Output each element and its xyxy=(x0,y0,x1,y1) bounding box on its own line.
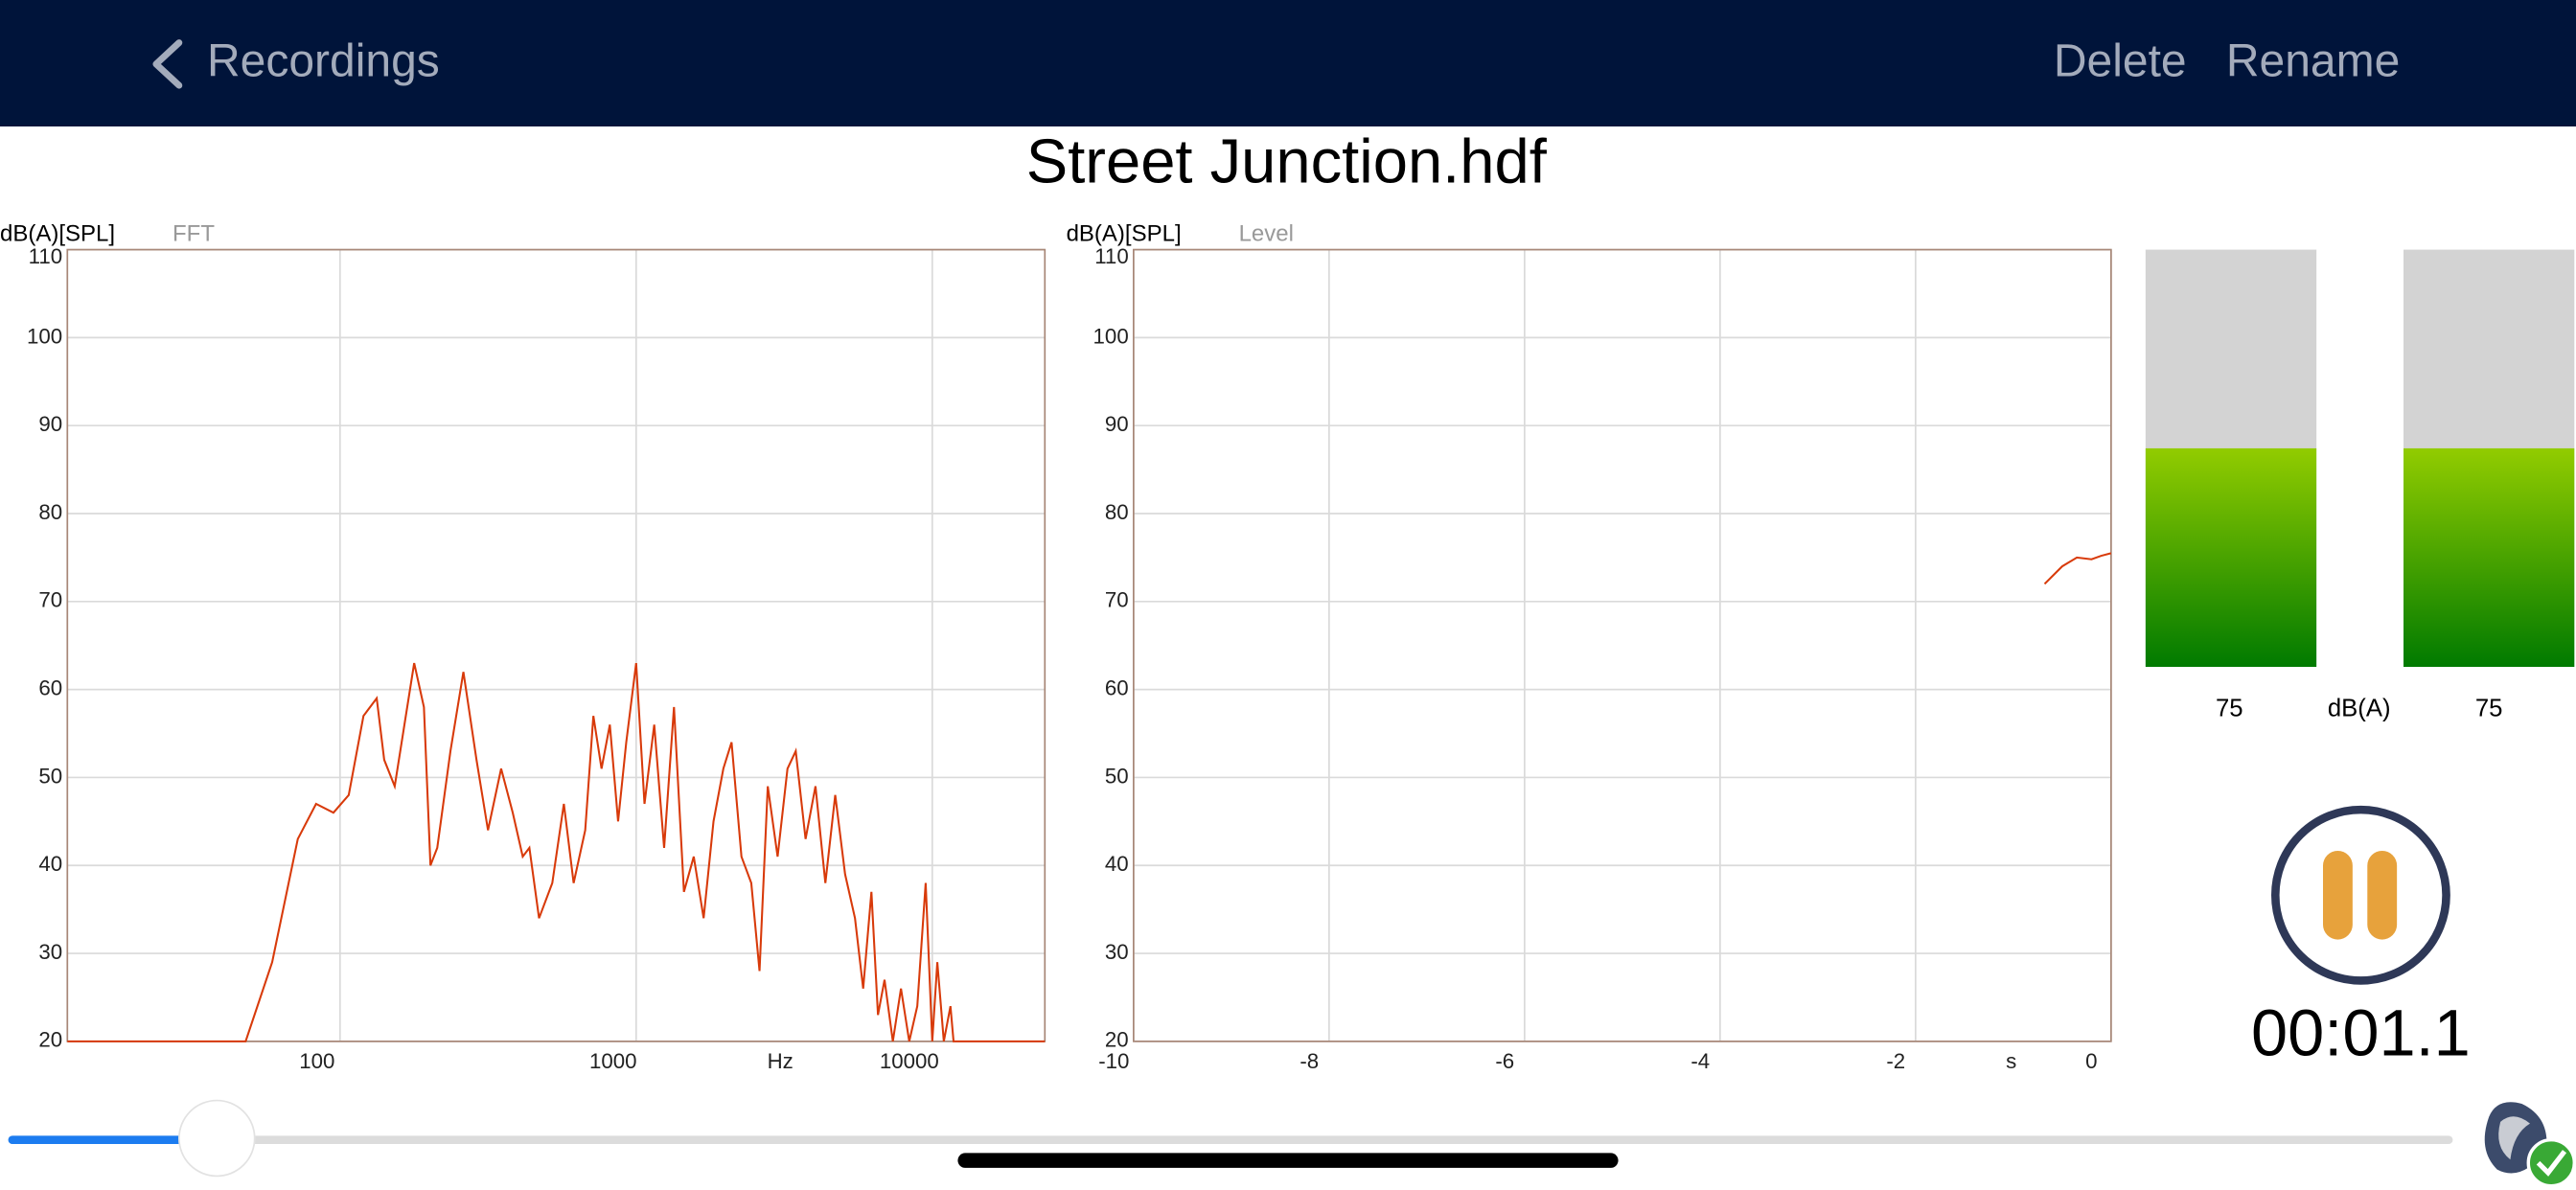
y-tick-label: 40 xyxy=(1105,852,1129,876)
x-tick-label: -4 xyxy=(1690,1049,1710,1073)
pause-ring xyxy=(2270,805,2450,985)
y-tick-label: 80 xyxy=(38,500,62,524)
y-tick-label: 100 xyxy=(1093,324,1129,348)
y-tick-label: 100 xyxy=(27,324,62,348)
back-button[interactable]: Recordings xyxy=(207,36,440,87)
x-tick-label: -10 xyxy=(1098,1049,1129,1073)
x-tick-label: 0 xyxy=(2085,1049,2097,1073)
meter-bar xyxy=(2145,447,2317,667)
y-tick-label: 20 xyxy=(1105,1028,1129,1052)
x-unit: s xyxy=(2006,1049,2016,1073)
file-title: Street Junction.hdf xyxy=(1026,126,1548,195)
pause-bar xyxy=(2367,851,2398,940)
plot-border xyxy=(66,248,1046,1042)
y-tick-label: 30 xyxy=(38,940,62,964)
meter-unit: dB(A) xyxy=(2328,695,2391,721)
back-chevron[interactable] xyxy=(152,39,183,89)
y-axis-label: dB(A)[SPL] xyxy=(0,220,115,246)
y-tick-label: 40 xyxy=(38,852,62,876)
y-tick-label: 30 xyxy=(1105,940,1129,964)
plot-border xyxy=(1132,248,2112,1042)
x-tick-label: -6 xyxy=(1495,1049,1514,1073)
chart-mode: Level xyxy=(1239,220,1294,246)
x-tick-label: 1000 xyxy=(589,1049,637,1073)
app-logo xyxy=(2484,1102,2576,1188)
slider-progress xyxy=(8,1135,218,1144)
slider-knob[interactable] xyxy=(178,1099,256,1178)
y-tick-label: 50 xyxy=(1105,764,1129,788)
x-unit: Hz xyxy=(768,1049,794,1073)
y-tick-label: 80 xyxy=(1105,500,1129,524)
y-tick-label: 110 xyxy=(1094,244,1128,268)
pause-bar xyxy=(2323,851,2353,940)
y-tick-label: 70 xyxy=(38,588,62,612)
y-tick-label: 60 xyxy=(38,676,62,700)
spectrum-line xyxy=(2043,552,2112,585)
y-tick-label: 50 xyxy=(38,764,62,788)
y-tick-label: 90 xyxy=(1105,412,1129,436)
meter-value: 75 xyxy=(2475,695,2503,721)
delete-button[interactable]: Delete xyxy=(2054,36,2187,87)
x-tick-label: 100 xyxy=(299,1049,334,1073)
y-tick-label: 60 xyxy=(1105,676,1129,700)
y-tick-label: 20 xyxy=(38,1028,62,1052)
x-tick-label: -8 xyxy=(1300,1049,1319,1073)
chart-mode: FFT xyxy=(172,220,215,246)
y-tick-label: 70 xyxy=(1105,588,1129,612)
x-tick-label: 10000 xyxy=(880,1049,939,1073)
slider-track xyxy=(8,1135,2453,1144)
meter-bar xyxy=(2404,447,2575,667)
meter-value: 75 xyxy=(2216,695,2243,721)
rename-button[interactable]: Rename xyxy=(2226,36,2400,87)
pause-button[interactable] xyxy=(2270,805,2450,985)
nav-bar xyxy=(0,0,2576,126)
y-tick-label: 110 xyxy=(29,244,63,268)
y-axis-label: dB(A)[SPL] xyxy=(1067,220,1182,246)
y-tick-label: 90 xyxy=(38,412,62,436)
spectrum-line xyxy=(67,662,1046,1042)
x-tick-label: -2 xyxy=(1886,1049,1905,1073)
timer: 00:01.1 xyxy=(2251,996,2471,1070)
home-indicator xyxy=(957,1153,1619,1168)
